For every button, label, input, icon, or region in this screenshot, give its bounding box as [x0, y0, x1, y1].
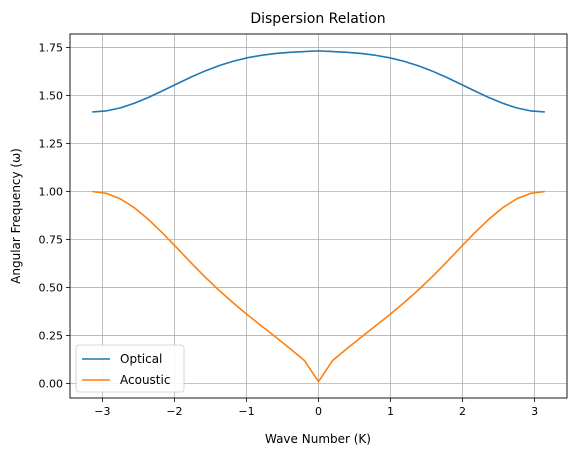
x-tick-label: −2 — [166, 405, 182, 418]
x-tick-label: −1 — [238, 405, 254, 418]
series-line-acoustic — [92, 190, 545, 383]
x-axis: −3 −2 −1 0 1 2 3 — [94, 398, 538, 418]
y-tick-label: 1.50 — [39, 89, 64, 102]
y-tick-label: 1.25 — [39, 137, 64, 150]
y-tick-label: 1.75 — [39, 41, 64, 54]
chart-title: Dispersion Relation — [250, 11, 385, 27]
x-tick-label: 1 — [387, 405, 394, 418]
y-tick-label: 0.50 — [39, 282, 64, 295]
x-axis-label: Wave Number (K) — [265, 432, 371, 446]
x-tick-label: −3 — [94, 405, 110, 418]
y-tick-label: 0.25 — [39, 330, 64, 343]
y-axis-label: Angular Frequency (ω) — [9, 148, 23, 284]
y-tick-label: 0.75 — [39, 234, 64, 247]
y-tick-label: 1.00 — [39, 186, 64, 199]
x-tick-label: 0 — [315, 405, 322, 418]
y-axis: 0.00 0.25 0.50 0.75 1.00 1.25 1.50 1.75 — [39, 41, 70, 391]
legend-label-optical: Optical — [120, 352, 162, 366]
plot-area — [92, 50, 545, 383]
x-tick-label: 3 — [531, 405, 538, 418]
legend: Optical Acoustic — [75, 344, 185, 393]
legend-label-acoustic: Acoustic — [120, 373, 170, 387]
series-line-optical — [92, 50, 545, 113]
x-tick-label: 2 — [459, 405, 466, 418]
y-tick-label: 0.00 — [39, 378, 64, 391]
